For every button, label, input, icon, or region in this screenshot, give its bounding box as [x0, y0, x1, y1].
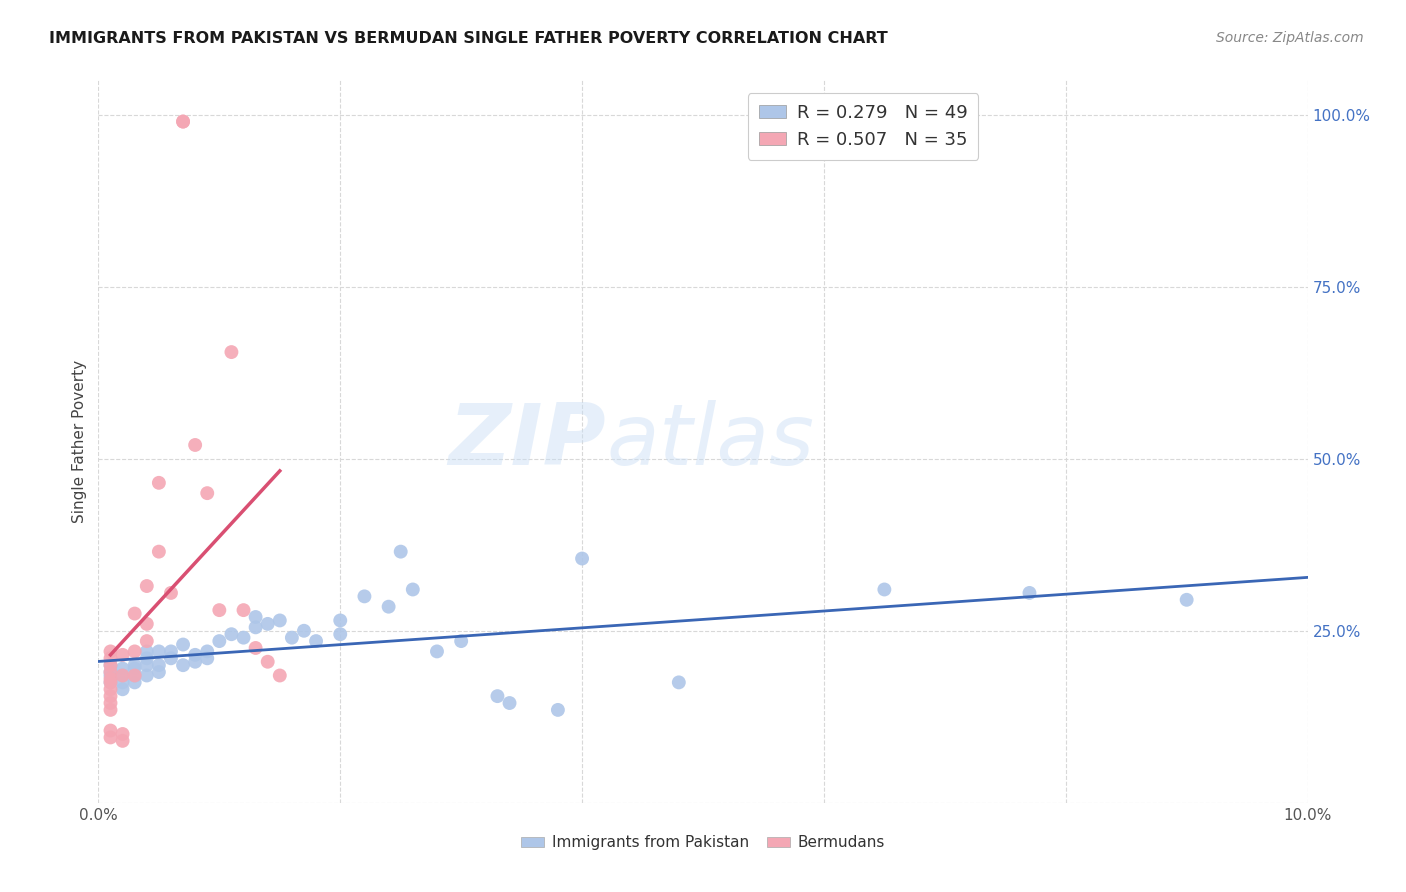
Point	[329, 627, 352, 641]
Point	[389, 544, 412, 558]
Point	[124, 668, 146, 682]
Point	[172, 638, 194, 652]
Point	[305, 634, 328, 648]
Point	[377, 599, 399, 614]
Point	[135, 658, 157, 673]
Point	[245, 640, 267, 655]
Point	[1175, 592, 1198, 607]
Point	[100, 682, 122, 697]
Point	[100, 658, 122, 673]
Point	[184, 648, 207, 662]
Point	[450, 634, 472, 648]
Point	[184, 655, 207, 669]
Point	[100, 665, 122, 679]
Point	[100, 731, 122, 745]
Point	[111, 675, 134, 690]
Point	[111, 668, 134, 682]
Legend: Immigrants from Pakistan, Bermudans: Immigrants from Pakistan, Bermudans	[515, 830, 891, 856]
Point	[172, 114, 194, 128]
Point	[221, 345, 243, 359]
Point	[111, 682, 134, 697]
Point	[195, 651, 218, 665]
Point	[668, 675, 690, 690]
Point	[124, 644, 146, 658]
Point	[208, 603, 231, 617]
Point	[873, 582, 896, 597]
Point	[100, 651, 122, 665]
Point	[148, 658, 170, 673]
Point	[135, 579, 157, 593]
Point	[245, 610, 267, 624]
Point	[148, 644, 170, 658]
Point	[1018, 586, 1040, 600]
Point	[571, 551, 593, 566]
Point	[100, 675, 122, 690]
Point	[135, 651, 157, 665]
Point	[124, 668, 146, 682]
Text: IMMIGRANTS FROM PAKISTAN VS BERMUDAN SINGLE FATHER POVERTY CORRELATION CHART: IMMIGRANTS FROM PAKISTAN VS BERMUDAN SIN…	[49, 31, 889, 46]
Point	[148, 544, 170, 558]
Point	[245, 620, 267, 634]
Point	[426, 644, 449, 658]
Point	[160, 651, 183, 665]
Point	[111, 734, 134, 748]
Point	[100, 703, 122, 717]
Point	[148, 475, 170, 490]
Point	[135, 634, 157, 648]
Point	[486, 689, 509, 703]
Point	[221, 627, 243, 641]
Point	[329, 614, 352, 628]
Point	[111, 727, 134, 741]
Point	[148, 665, 170, 679]
Point	[124, 675, 146, 690]
Point	[100, 665, 122, 679]
Text: atlas: atlas	[606, 400, 814, 483]
Point	[256, 655, 278, 669]
Point	[256, 616, 278, 631]
Point	[124, 607, 146, 621]
Point	[402, 582, 425, 597]
Point	[135, 668, 157, 682]
Point	[281, 631, 304, 645]
Point	[498, 696, 520, 710]
Point	[232, 603, 254, 617]
Point	[100, 658, 122, 673]
Point	[100, 696, 122, 710]
Point	[160, 586, 183, 600]
Point	[135, 616, 157, 631]
Point	[111, 648, 134, 662]
Point	[111, 668, 134, 682]
Point	[269, 668, 291, 682]
Point	[184, 438, 207, 452]
Point	[208, 634, 231, 648]
Point	[292, 624, 315, 638]
Point	[100, 723, 122, 738]
Point	[547, 703, 569, 717]
Y-axis label: Single Father Poverty: Single Father Poverty	[72, 360, 87, 523]
Point	[100, 675, 122, 690]
Point	[269, 614, 291, 628]
Point	[195, 644, 218, 658]
Point	[172, 658, 194, 673]
Point	[100, 672, 122, 686]
Point	[124, 662, 146, 676]
Point	[135, 644, 157, 658]
Point	[195, 486, 218, 500]
Point	[100, 644, 122, 658]
Point	[124, 658, 146, 673]
Point	[111, 662, 134, 676]
Point	[172, 114, 194, 128]
Point	[353, 590, 375, 604]
Point	[100, 689, 122, 703]
Text: ZIP: ZIP	[449, 400, 606, 483]
Text: Source: ZipAtlas.com: Source: ZipAtlas.com	[1216, 31, 1364, 45]
Point	[100, 668, 122, 682]
Point	[160, 644, 183, 658]
Point	[232, 631, 254, 645]
